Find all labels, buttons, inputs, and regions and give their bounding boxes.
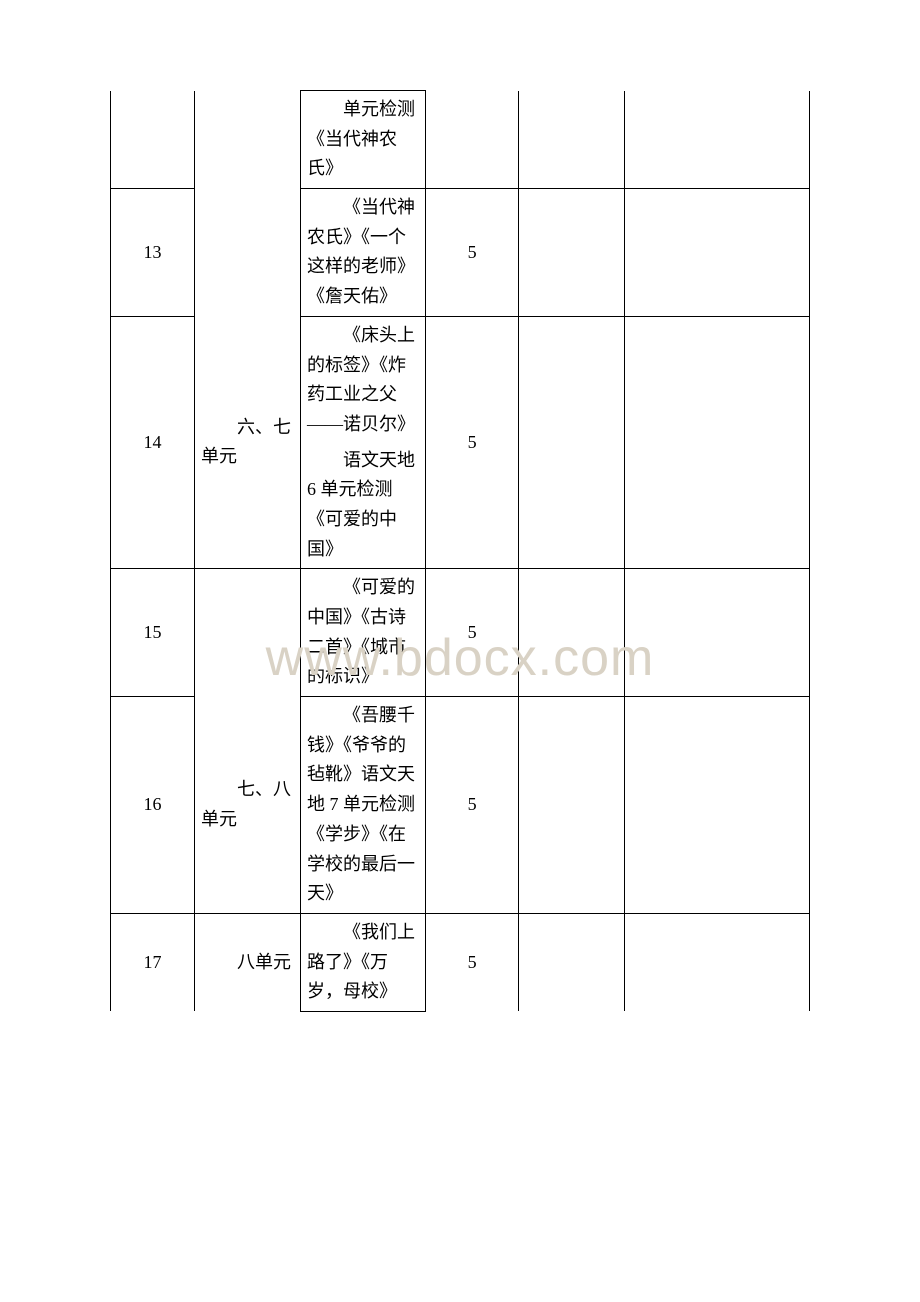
content-paragraph: 《吾腰千钱》《爷爷的毡靴》语文天地 7 单元检测 《学步》《在学校的最后一天》 — [307, 701, 419, 909]
content-paragraph: 《我们上路了》《万岁，母校》 — [307, 918, 419, 1007]
empty-cell — [625, 913, 810, 1011]
table-row: 16七、八单元《吾腰千钱》《爷爷的毡靴》语文天地 7 单元检测 《学步》《在学校… — [111, 697, 810, 914]
content-cell: 《可爱的中国》《古诗二首》《城市的标识》 — [301, 569, 426, 697]
unit-cell: 七、八单元 — [195, 697, 301, 914]
week-cell: 13 — [111, 189, 195, 317]
content-cell: 单元检测《当代神农氏》 — [301, 91, 426, 189]
table-row: 17八单元《我们上路了》《万岁，母校》5 — [111, 913, 810, 1011]
week-cell: 17 — [111, 913, 195, 1011]
empty-cell — [625, 697, 810, 914]
empty-cell — [519, 189, 625, 317]
hours-cell: 5 — [425, 913, 518, 1011]
hours-cell: 5 — [425, 189, 518, 317]
table-row: 单元检测《当代神农氏》 — [111, 91, 810, 189]
table-row: 13 《当代神农氏》《一个这样的老师》《詹天佑》5 — [111, 189, 810, 317]
empty-cell — [625, 189, 810, 317]
unit-cell: 八单元 — [195, 913, 301, 1011]
content-cell: 《当代神农氏》《一个这样的老师》《詹天佑》 — [301, 189, 426, 317]
table-row: 15 《可爱的中国》《古诗二首》《城市的标识》5 — [111, 569, 810, 697]
week-cell — [111, 91, 195, 189]
empty-cell — [625, 569, 810, 697]
content-paragraph: 单元检测《当代神农氏》 — [307, 95, 419, 184]
content-paragraph: 《当代神农氏》《一个这样的老师》《詹天佑》 — [307, 193, 419, 312]
unit-cell — [195, 91, 301, 189]
table-row: 14六、七单元《床头上的标签》《炸药工业之父——诺贝尔》语文天地 6 单元检测 … — [111, 316, 810, 569]
empty-cell — [519, 91, 625, 189]
week-cell: 15 — [111, 569, 195, 697]
content-paragraph: 《床头上的标签》《炸药工业之父——诺贝尔》 — [307, 321, 419, 440]
unit-cell — [195, 569, 301, 697]
content-paragraph: 语文天地 6 单元检测 《可爱的中国》 — [307, 446, 419, 565]
hours-cell — [425, 91, 518, 189]
document-page: www.bdocx.com 单元检测《当代神农氏》13《当代神农氏》《一个这样的… — [0, 0, 920, 1302]
hours-cell: 5 — [425, 697, 518, 914]
empty-cell — [519, 913, 625, 1011]
content-cell: 《我们上路了》《万岁，母校》 — [301, 913, 426, 1011]
week-cell: 16 — [111, 697, 195, 914]
unit-cell: 六、七单元 — [195, 316, 301, 569]
week-cell: 14 — [111, 316, 195, 569]
empty-cell — [519, 697, 625, 914]
content-cell: 《吾腰千钱》《爷爷的毡靴》语文天地 7 单元检测 《学步》《在学校的最后一天》 — [301, 697, 426, 914]
empty-cell — [519, 316, 625, 569]
content-cell: 《床头上的标签》《炸药工业之父——诺贝尔》语文天地 6 单元检测 《可爱的中国》 — [301, 316, 426, 569]
empty-cell — [519, 569, 625, 697]
empty-cell — [625, 91, 810, 189]
hours-cell: 5 — [425, 316, 518, 569]
content-paragraph: 《可爱的中国》《古诗二首》《城市的标识》 — [307, 573, 419, 692]
empty-cell — [625, 316, 810, 569]
schedule-table: 单元检测《当代神农氏》13《当代神农氏》《一个这样的老师》《詹天佑》514六、七… — [110, 90, 810, 1012]
hours-cell: 5 — [425, 569, 518, 697]
unit-cell — [195, 189, 301, 317]
